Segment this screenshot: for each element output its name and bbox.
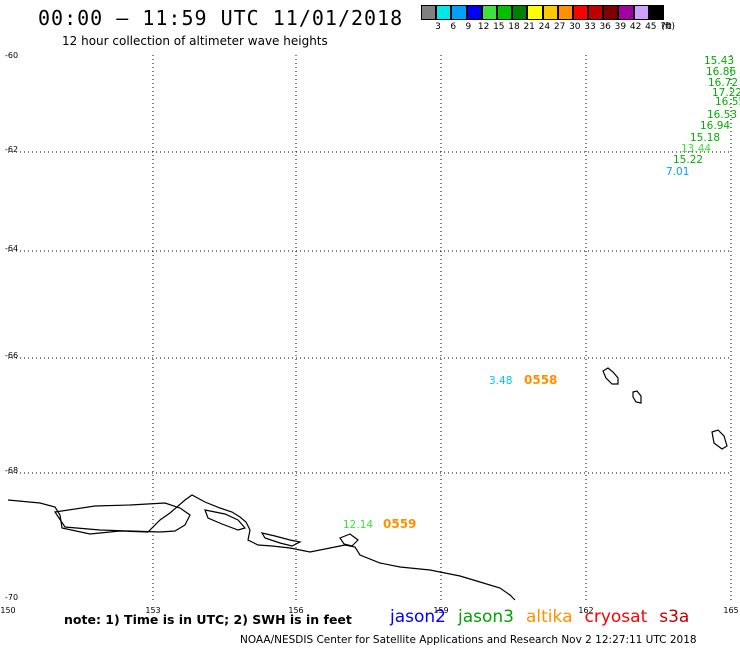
swh-value: 16.53 [707, 109, 737, 121]
legend-swatch [481, 5, 497, 20]
legend-swatches [421, 5, 664, 20]
lat-label: -70 [5, 593, 18, 602]
satellite-cryosat: cryosat [584, 607, 648, 627]
swh-value: 15.18 [690, 132, 720, 144]
swh-value: 16.72 [708, 77, 738, 89]
legend-value: 12 [477, 22, 490, 32]
pass-time-label: 0559 [383, 517, 416, 531]
legend-labels: 3 6 9 12 15 18 21 24 27 30 33 36 39 42 45 70 (ft) [421, 22, 675, 34]
coast-fragment [339, 533, 359, 547]
island-east-1 [602, 367, 619, 385]
swh-value: 13.44 [681, 143, 711, 155]
map-subtitle: 12 hour collection of altimeter wave hei… [62, 34, 328, 48]
footnote: note: 1) Time is in UTC; 2) SWH is in fe… [64, 612, 352, 627]
color-legend: 3 6 9 12 15 18 21 24 27 30 33 36 39 42 45 70 (ft) [421, 5, 675, 34]
lat-label: -68 [5, 466, 18, 475]
lon-label: 162 [578, 606, 593, 615]
legend-value: 27 [553, 22, 566, 32]
legend-value: 15 [493, 22, 505, 32]
legend-swatch [648, 5, 664, 20]
legend-swatch [436, 5, 452, 20]
legend-value: 36 [599, 22, 611, 32]
swh-value: 12.14 [343, 519, 373, 531]
legend-value: 6 [450, 22, 457, 32]
lat-label: -64 [5, 244, 18, 253]
legend-swatch [603, 5, 619, 20]
satellite-jason2: jason2 [390, 607, 446, 627]
lon-label: 165 [723, 606, 738, 615]
lat-label: -66 [5, 351, 18, 360]
swh-value: 15.43 [704, 55, 734, 67]
bay-outline [204, 509, 247, 531]
swh-value: 15.22 [673, 154, 703, 166]
legend-value: 30 [569, 22, 581, 32]
satellite-s3a: s3a [659, 607, 690, 627]
legend-swatch [542, 5, 558, 20]
legend-unit: (ft) [661, 22, 675, 32]
legend-value: 24 [538, 22, 551, 32]
legend-swatch [451, 5, 467, 20]
island-east-3 [711, 429, 728, 450]
island-east-2 [632, 390, 642, 404]
peninsula-outline [260, 532, 302, 547]
satellite-legend: jason2 jason3 altika cryosat s3a [390, 607, 689, 627]
swh-value: 16.86 [706, 66, 736, 78]
legend-value: 9 [465, 22, 472, 32]
legend-value: 21 [523, 22, 535, 32]
legend-swatch [557, 5, 573, 20]
swh-value: 3.48 [489, 375, 512, 387]
swh-value: 16.55 [715, 96, 740, 108]
swh-value: 7.01 [666, 166, 689, 178]
legend-value: 39 [614, 22, 627, 32]
legend-swatch [527, 5, 543, 20]
legend-swatch [588, 5, 604, 20]
satellite-altika: altika [526, 607, 573, 627]
lon-label: 153 [145, 606, 160, 615]
axis-labels: 150 153 156 159 162 165 -60 -62 -64 -66 -68 -70 [0, 51, 738, 615]
lon-label: 156 [288, 606, 303, 615]
satellite-jason3: jason3 [458, 607, 514, 627]
swh-value: 16.94 [700, 120, 730, 132]
map-title: 00:00 – 11:59 UTC 11/01/2018 [38, 6, 404, 30]
legend-swatch [633, 5, 649, 20]
legend-value: 42 [629, 22, 642, 32]
legend-swatch [496, 5, 513, 20]
lat-label: -60 [5, 51, 18, 60]
legend-value: 33 [584, 22, 596, 32]
legend-value: 70 [660, 22, 672, 32]
legend-swatch [512, 5, 528, 20]
lat-label: -62 [5, 145, 18, 154]
legend-swatch [572, 5, 589, 20]
legend-swatch [466, 5, 482, 20]
swh-value: 17.22 [712, 87, 740, 99]
legend-value: 18 [508, 22, 520, 32]
lon-label: 150 [0, 606, 15, 615]
ice-shelf-inlet [53, 502, 191, 533]
pass-times: 0558 0559 [383, 373, 557, 531]
lon-label: 159 [433, 606, 448, 615]
credit-line: NOAA/NESDIS Center for Satellite Applica… [240, 634, 697, 646]
map-grid [8, 55, 732, 600]
legend-value: 45 [645, 22, 657, 32]
legend-swatch [421, 5, 437, 20]
legend-value: 3 [435, 22, 441, 32]
pass-time-label: 0558 [524, 373, 557, 387]
swh-observations: 15.4316.8616.7217.2216.5516.5316.9415.18… [343, 55, 740, 531]
coastline [7, 367, 728, 601]
antarctic-coastline [7, 494, 516, 601]
legend-swatch [618, 5, 634, 20]
